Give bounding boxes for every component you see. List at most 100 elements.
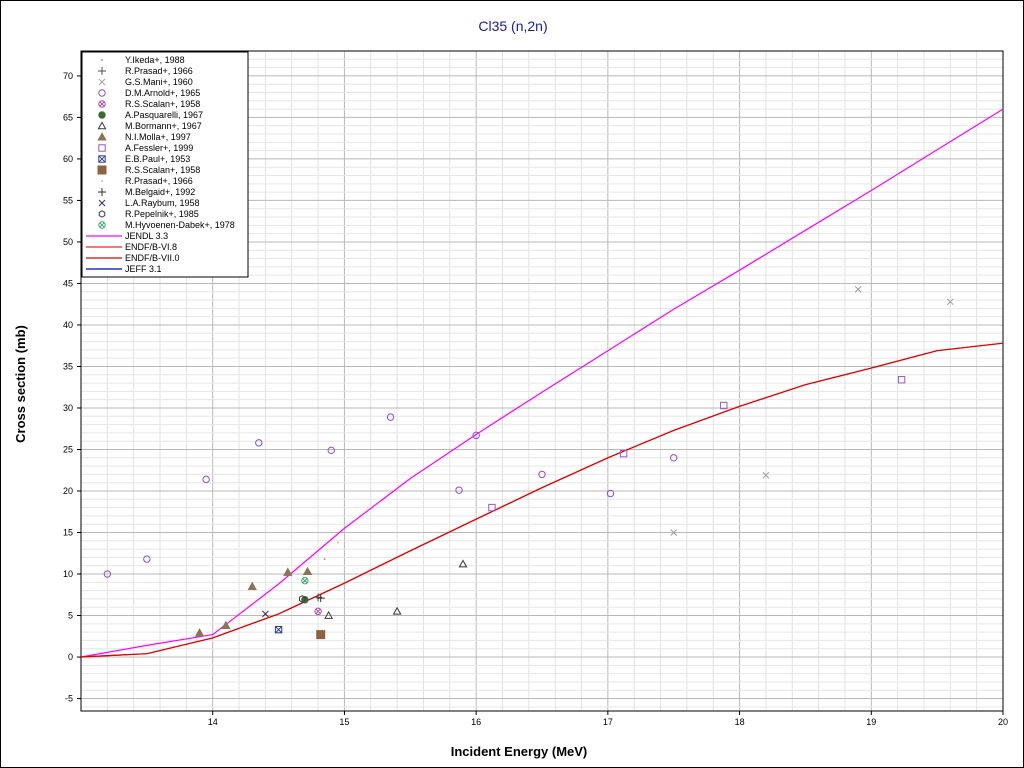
legend-entry-label: A.Pasquarelli, 1967 (125, 110, 203, 120)
legend-marker-7 (97, 132, 107, 141)
x-tick-label: 14 (208, 717, 218, 727)
y-tick-label: 30 (63, 403, 73, 413)
legend-marker-13 (98, 199, 106, 207)
legend-entry-label: M.Bormann+, 1967 (125, 121, 202, 131)
data-point-series-3 (143, 555, 151, 563)
data-point-series-8 (897, 376, 906, 384)
experimental-points (103, 285, 954, 640)
legend-box (81, 51, 249, 278)
data-point-series-3 (538, 470, 546, 479)
data-point-series-3 (103, 570, 112, 578)
curve-endf-b-vii-0 (80, 342, 1004, 658)
x-tick-label: 20 (998, 717, 1008, 727)
y-tick-label: 10 (63, 569, 73, 579)
data-point-series-14 (299, 595, 306, 603)
y-tick-label: 5 (68, 611, 73, 621)
legend-marker-1 (98, 67, 106, 75)
legend-marker-0 (101, 59, 103, 61)
data-point-series-7 (221, 620, 231, 629)
data-point-series-7 (194, 628, 205, 637)
legend-marker-12 (98, 188, 106, 196)
data-point-series-8 (720, 401, 728, 410)
data-point-series-3 (202, 475, 210, 484)
legend-entry-label: R.Pepelnik+, 1985 (125, 209, 199, 219)
data-point-series-2 (854, 285, 862, 293)
data-point-series-2 (946, 298, 954, 306)
data-point-series-2 (762, 471, 770, 479)
legend-entry-label: JEFF 3.1 (125, 264, 162, 274)
plot-area (80, 50, 1004, 712)
legend-marker-11 (101, 180, 103, 182)
legend-marker-3 (98, 89, 106, 97)
data-point-series-3 (386, 413, 395, 421)
legend-entry-label: M.Hyvoenen-Dabek+, 1978 (125, 220, 235, 230)
data-point-series-3 (472, 431, 480, 440)
legend-marker-6 (97, 121, 107, 130)
data-point-series-15 (301, 576, 309, 585)
data-point-series-8 (619, 449, 628, 458)
legend-marker-14 (98, 210, 106, 218)
data-point-series-12 (316, 594, 325, 603)
y-tick-label: 0 (68, 652, 73, 662)
legend-marker-5 (98, 111, 106, 119)
x-tick-label: 19 (866, 717, 876, 727)
y-tick-label: 50 (63, 237, 73, 247)
data-point-series-8 (488, 503, 496, 512)
y-tick-label: 15 (63, 528, 73, 538)
data-point-series-13 (262, 610, 269, 618)
data-point-series-10 (316, 630, 326, 640)
legend-entry-label: ENDF/B-VI.8 (125, 242, 177, 252)
data-point-series-3 (255, 439, 263, 447)
y-axis-label: Cross section (mb) (13, 325, 28, 443)
data-point-series-4 (314, 607, 322, 616)
chart-title: Cl35 (n,2n) (478, 18, 547, 34)
data-point-series-6 (392, 606, 402, 615)
y-tick-label: 65 (63, 112, 73, 122)
legend-entry-label: E.B.Paul+, 1953 (125, 154, 190, 164)
legend-entry-label: R.S.Scalan+, 1958 (125, 99, 200, 109)
y-tick-label: 45 (63, 278, 73, 288)
x-tick-label: 17 (603, 717, 613, 727)
data-point-series-9 (274, 625, 283, 634)
y-tick-label: 70 (63, 71, 73, 81)
data-point-series-6 (324, 610, 334, 619)
legend-marker-15 (98, 221, 106, 229)
legend-marker-2 (98, 78, 106, 86)
y-tick-label: 35 (63, 361, 73, 371)
y-tick-label: 60 (63, 154, 73, 164)
legend-entry-label: R.S.Scalan+, 1958 (125, 165, 200, 175)
data-point-series-6 (458, 559, 468, 568)
data-point-series-3 (327, 446, 335, 455)
y-tick-label: -5 (65, 694, 73, 704)
x-axis-ticks: 14 15 16 17 18 19 20 (208, 711, 1008, 727)
legend-entry-label: D.M.Arnold+, 1965 (125, 88, 200, 98)
data-point-series-3 (606, 489, 615, 498)
y-tick-label: 55 (63, 195, 73, 205)
legend-marker-4 (98, 100, 106, 108)
legend-entry-label: ENDF/B-VII.0 (125, 253, 180, 263)
legend-marker-10 (97, 165, 107, 175)
legend-entry-label: R.Prasad+, 1966 (125, 176, 193, 186)
x-tick-label: 18 (735, 717, 745, 727)
y-tick-label: 25 (63, 444, 73, 454)
x-tick-label: 15 (339, 717, 349, 727)
x-axis-label: Incident Energy (MeV) (451, 744, 588, 759)
data-point-series-3 (670, 454, 678, 462)
legend-entry-label: Y.Ikeda+, 1988 (125, 55, 185, 65)
data-point-series-7 (302, 566, 313, 576)
legend-entry-label: L.A.Raybum, 1958 (125, 198, 200, 208)
legend-marker-8 (98, 144, 106, 152)
legend-entry-label: G.S.Mani+, 1960 (125, 77, 193, 87)
legend-entry-label: A.Fessler+, 1999 (125, 143, 193, 153)
y-tick-label: 40 (63, 320, 73, 330)
legend-entry-label: JENDL 3.3 (125, 231, 168, 241)
curve-endf-b-vi-8 (80, 342, 1004, 658)
data-point-series-0 (323, 558, 326, 561)
legend-entry-label: R.Prasad+, 1966 (125, 66, 193, 76)
x-tick-label: 16 (471, 717, 481, 727)
data-point-series-7 (283, 567, 293, 576)
evaluation-curves (80, 108, 1004, 658)
